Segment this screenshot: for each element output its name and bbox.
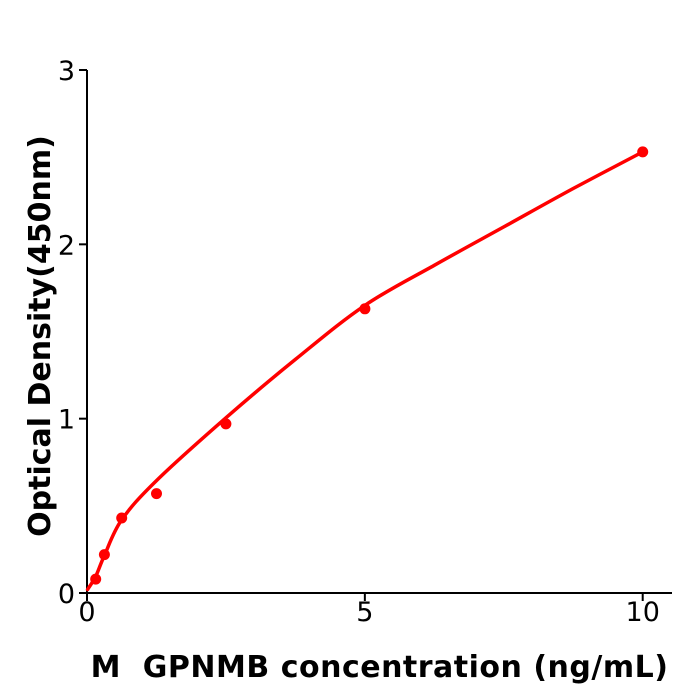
data-point — [359, 303, 371, 315]
y-tick-label: 3 — [58, 56, 75, 87]
y-tick-label: 2 — [58, 230, 75, 261]
data-point — [637, 146, 649, 158]
x-tick-label: 0 — [78, 597, 95, 628]
data-point — [151, 488, 162, 500]
y-axis-title: Optical Density(450nm) — [23, 135, 58, 537]
data-point — [220, 418, 232, 430]
data-point — [90, 573, 102, 585]
data-point — [98, 549, 110, 561]
y-tick-label: 0 — [58, 579, 75, 610]
fit-curve — [85, 150, 645, 592]
x-tick-label: 10 — [626, 597, 660, 628]
x-axis-title: M GPNMB concentration (ng/mL) — [90, 650, 669, 685]
y-tick-label: 1 — [58, 405, 75, 436]
data-point — [116, 512, 128, 524]
x-tick-label: 5 — [356, 597, 373, 628]
